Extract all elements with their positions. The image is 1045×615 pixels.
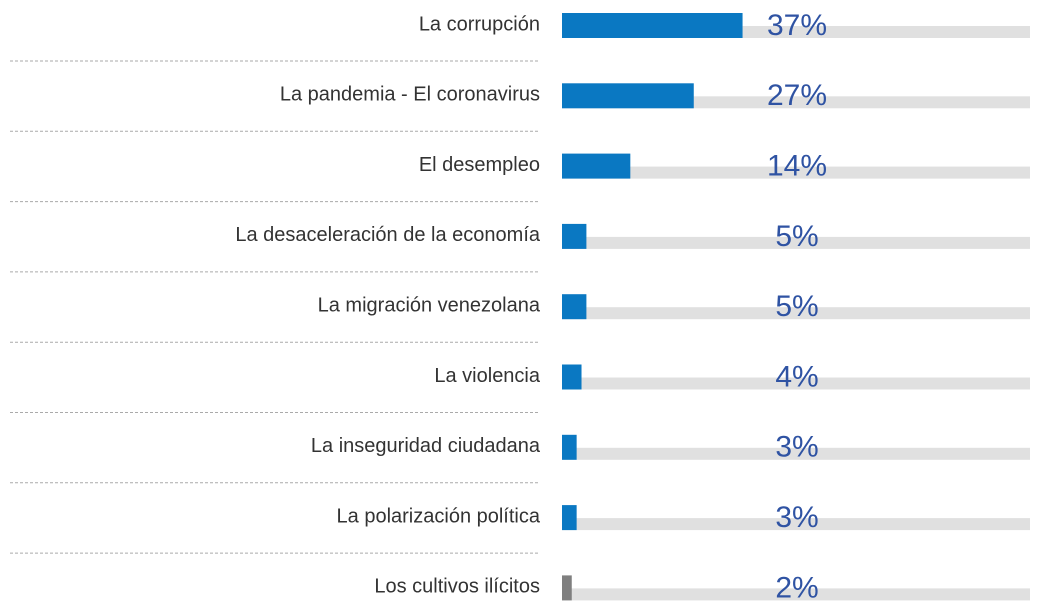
value-label: 4% <box>775 360 818 393</box>
bar-track <box>562 447 1030 460</box>
category-label: La pandemia - El coronavirus <box>280 84 540 106</box>
category-label: La violencia <box>434 365 541 387</box>
bar-track <box>562 236 1030 249</box>
bar-track <box>562 518 1030 531</box>
category-label: La polarización política <box>337 505 541 527</box>
value-label: 5% <box>775 290 818 323</box>
category-label: La migración venezolana <box>318 294 541 316</box>
bar <box>562 153 631 179</box>
value-label: 5% <box>775 220 818 253</box>
value-label: 27% <box>767 79 827 112</box>
value-label: 37% <box>767 9 827 42</box>
category-label: Los cultivos ilícitos <box>374 576 540 598</box>
bar-track <box>562 377 1030 390</box>
bar <box>562 505 577 531</box>
category-label: La corrupción <box>419 13 540 35</box>
bar <box>562 223 587 249</box>
category-label: La desaceleración de la economía <box>235 224 541 246</box>
bar <box>562 364 582 390</box>
value-label: 3% <box>775 501 818 534</box>
value-label: 2% <box>775 571 818 604</box>
bar <box>562 294 587 320</box>
value-label: 14% <box>767 150 827 183</box>
category-label: La inseguridad ciudadana <box>311 435 541 457</box>
bar <box>562 575 572 601</box>
bar-track <box>562 588 1030 601</box>
bar <box>562 434 577 460</box>
bar-track <box>562 307 1030 320</box>
bar <box>562 13 743 38</box>
value-label: 3% <box>775 431 818 464</box>
bar-track <box>562 166 1030 179</box>
category-label: El desempleo <box>419 154 540 176</box>
bar <box>562 83 694 109</box>
